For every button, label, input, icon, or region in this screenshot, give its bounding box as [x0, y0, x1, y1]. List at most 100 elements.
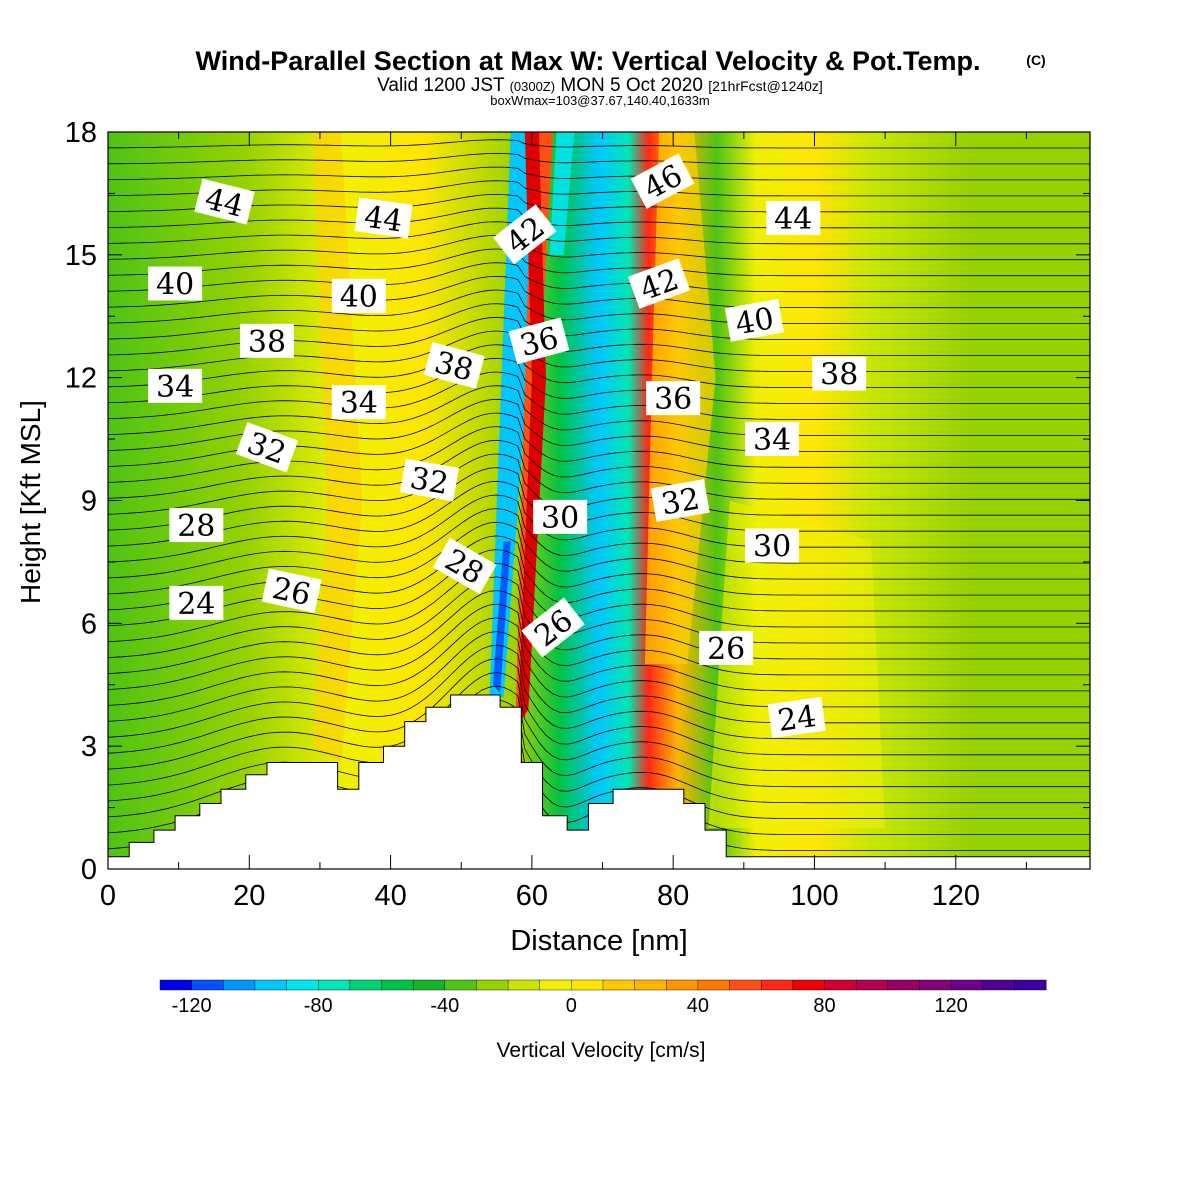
contour-label: 28: [169, 508, 224, 544]
theta-contour-line: [108, 262, 1090, 293]
contour-label-text: 38: [248, 325, 286, 360]
theta-contour-line: [108, 672, 1090, 772]
contour-label-box: [194, 178, 255, 225]
colorbar-swatch: [1014, 979, 1047, 991]
x-tick-label: 60: [516, 880, 548, 912]
contour-label-box: [493, 204, 557, 265]
terrain-mask: [108, 694, 1090, 869]
theta-contour-line: [108, 631, 1090, 724]
velocity-field-background: [108, 132, 1090, 869]
x-tick-label: 120: [932, 880, 980, 912]
colorbar-swatch: [159, 979, 193, 991]
contour-label-box: [148, 368, 203, 403]
theta-contour-line: [108, 439, 1090, 500]
contour-label: 40: [148, 266, 203, 302]
contour-label-text: 32: [407, 461, 451, 502]
yellow-region-right: [708, 500, 886, 829]
theta-contour-line: [108, 344, 1090, 388]
theta-contour-line: [108, 494, 1090, 564]
colorbar-tick-label: -40: [430, 995, 459, 1017]
colorbar-swatch: [666, 979, 699, 991]
colorbar-swatch: [381, 979, 414, 991]
x-tick-label: 0: [100, 880, 116, 912]
colorbar-swatch: [887, 979, 920, 991]
colorbar-swatch: [950, 979, 984, 991]
contour-label-box: [508, 317, 570, 365]
contour-label: 34: [745, 422, 800, 458]
contour-label-box: [169, 585, 224, 620]
contour-label: 24: [169, 585, 224, 622]
contour-label-box: [627, 258, 691, 309]
theta-contour-line: [108, 617, 1090, 708]
contour-label: 36: [508, 317, 570, 365]
contour-label-box: [812, 356, 867, 391]
colorbar-tick-label: 80: [813, 995, 835, 1017]
colorbar-tick-label: 40: [687, 995, 709, 1017]
contour-label: 34: [331, 385, 386, 421]
contour-label-text: 30: [753, 530, 791, 565]
contour-label-box: [432, 537, 497, 595]
contour-label: 44: [194, 178, 255, 225]
contour-label-box: [354, 197, 413, 239]
contour-label: 44: [766, 200, 821, 237]
theta-contour-line: [108, 207, 1090, 229]
y-tick-label: 15: [65, 240, 97, 272]
contour-label-box: [521, 597, 585, 658]
theta-contour-line: [108, 385, 1090, 436]
contour-label-text: 40: [733, 301, 777, 342]
contour-label: 34: [148, 368, 203, 405]
theta-contour-line: [108, 576, 1090, 660]
x-tick-label: 20: [233, 880, 265, 912]
contour-label: 26: [261, 568, 322, 613]
y-tick-label: 3: [81, 731, 97, 763]
forecast-info: [21hrFcst@1240z]: [708, 78, 823, 94]
x-tick-label: 40: [374, 880, 406, 912]
theta-contour-line: [108, 562, 1090, 644]
theta-contour-line: [108, 508, 1090, 580]
contour-label-box: [699, 630, 754, 665]
contour-label-text: 34: [753, 423, 791, 458]
contour-label-box: [630, 153, 695, 209]
y-tick-label: 9: [81, 486, 97, 518]
colorbar-swatch: [318, 979, 351, 991]
contour-label: 32: [399, 458, 459, 502]
green-region-far-right: [991, 132, 1090, 829]
contour-label-box: [169, 508, 224, 543]
contour-label-text: 24: [177, 587, 215, 622]
x-tick-label: 100: [790, 880, 838, 912]
colorbar-swatch: [824, 979, 857, 991]
contour-label: 40: [724, 298, 784, 342]
contour-label: 26: [699, 630, 754, 667]
contour-label-text: 24: [776, 699, 819, 739]
y-tick-label: 6: [81, 608, 97, 640]
theta-contour-line: [108, 685, 1090, 788]
contour-label-text: 40: [340, 280, 378, 315]
colorbar-tick-label: -120: [172, 995, 212, 1017]
colorbar-swatch: [792, 979, 825, 991]
contour-label-box: [148, 266, 203, 301]
contour-label: 44: [354, 197, 413, 239]
colorbar-tick-label: 120: [934, 995, 967, 1017]
contour-label-text: 30: [541, 501, 579, 536]
contour-label-box: [261, 568, 322, 613]
colorbar-swatch: [476, 979, 509, 991]
theta-contour-line: [108, 521, 1090, 596]
contour-label-box: [331, 278, 386, 313]
colorbar-swatch: [507, 979, 541, 991]
contour-label-text: 44: [362, 199, 405, 239]
contour-label-box: [766, 200, 821, 235]
theta-contour-line: [108, 289, 1090, 324]
theta-contour-line: [108, 193, 1090, 213]
theta-contour-lines: [108, 132, 1090, 851]
theta-contour-line: [108, 248, 1090, 277]
contour-label-box: [724, 298, 784, 342]
colorbar-swatch: [223, 979, 256, 991]
x-axis: 0 20 40 60 80 100 120: [100, 132, 1027, 912]
contour-label-text: 26: [707, 632, 745, 667]
contour-label: 38: [812, 356, 867, 393]
colorbar-swatch: [761, 979, 794, 991]
theta-contour-line: [108, 603, 1090, 692]
downdraft-core: [493, 541, 511, 693]
